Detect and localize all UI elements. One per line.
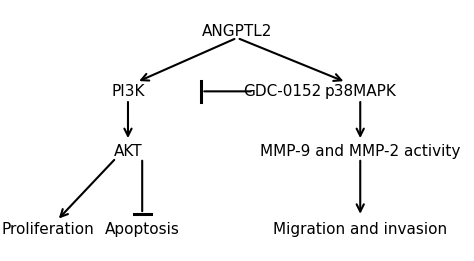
Text: Apoptosis: Apoptosis xyxy=(105,222,180,237)
Text: AKT: AKT xyxy=(114,144,142,159)
Text: GDC-0152: GDC-0152 xyxy=(243,84,321,99)
Text: ANGPTL2: ANGPTL2 xyxy=(202,24,272,39)
Text: MMP-9 and MMP-2 activity: MMP-9 and MMP-2 activity xyxy=(260,144,460,159)
Text: p38MAPK: p38MAPK xyxy=(324,84,396,99)
Text: Proliferation: Proliferation xyxy=(1,222,94,237)
Text: PI3K: PI3K xyxy=(111,84,145,99)
Text: Migration and invasion: Migration and invasion xyxy=(273,222,447,237)
